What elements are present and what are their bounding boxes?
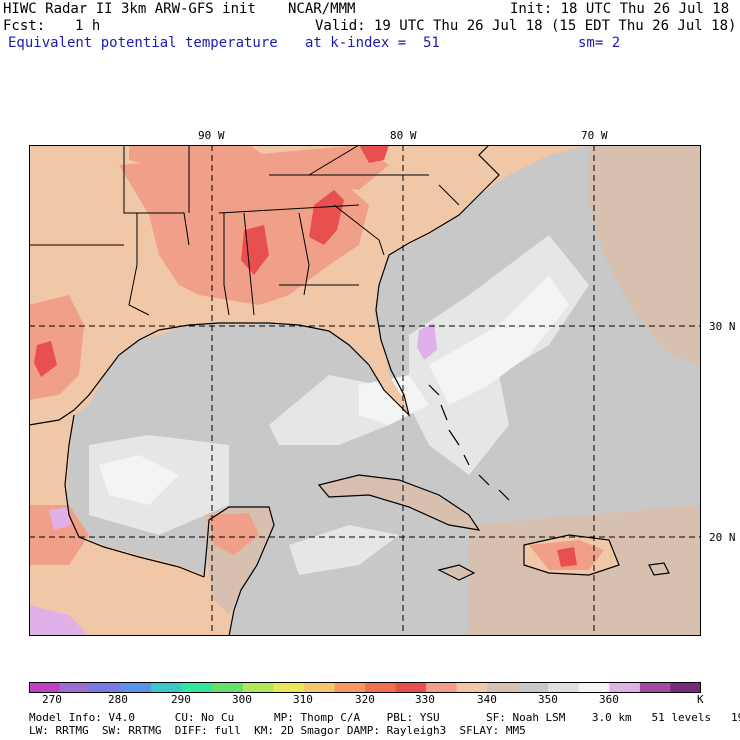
texas-hot-core	[34, 341, 57, 377]
lon-label-90w: 90 W	[198, 129, 225, 142]
colorbar-swatch	[395, 682, 427, 693]
colorbar-label-330: 330	[415, 693, 435, 706]
forecast-label: Fcst:	[3, 18, 46, 34]
colorbar-swatch	[639, 682, 671, 693]
colorbar-swatch	[548, 682, 580, 693]
colorbar-swatch	[212, 682, 244, 693]
colorbar-label-340: 340	[477, 693, 497, 706]
colorbar-swatch	[59, 682, 91, 693]
cuba-land	[319, 475, 479, 530]
colorbar-swatch	[578, 682, 610, 693]
ne-atlantic-tan-field	[589, 145, 701, 365]
colorbar-swatch	[151, 682, 183, 693]
plot-title: HIWC Radar II 3km ARW-GFS init	[3, 1, 256, 17]
campeche-lavender-cell	[49, 507, 71, 530]
model-info-line2: LW: RRTMG SW: RRTMG DIFF: full KM: 2D Sm…	[29, 724, 526, 737]
colorbar-swatch	[670, 682, 701, 693]
appalachian-warm-field	[249, 145, 389, 190]
alabama-hot-core	[241, 225, 269, 275]
mexico-warm-field	[29, 505, 89, 565]
lat-label-30n: 30 N	[709, 320, 736, 333]
weather-map	[29, 145, 701, 636]
state-borders	[29, 145, 460, 316]
atlantic-white-field	[429, 275, 569, 405]
latlon-grid	[29, 145, 701, 636]
colorbar-swatch	[90, 682, 122, 693]
colorbar-swatch	[456, 682, 488, 693]
colorbar-unit: K	[697, 693, 704, 706]
colorbar-swatch	[242, 682, 274, 693]
map-frame	[29, 145, 701, 636]
smoothing-label: sm= 2	[578, 35, 621, 51]
lon-label-70w: 70 W	[581, 129, 608, 142]
forecast-hour: 1 h	[75, 18, 101, 34]
colorbar-label-360: 360	[599, 693, 619, 706]
colorbar-swatch	[487, 682, 519, 693]
institution-label: NCAR/MMM	[288, 1, 356, 17]
colorbar-label-280: 280	[108, 693, 128, 706]
yucatan-warm-field	[209, 513, 259, 555]
colorbar-swatch	[303, 682, 335, 693]
valid-time: Valid: 19 UTC Thu 26 Jul 18 (15 EDT Thu …	[315, 18, 737, 34]
bay-campeche-white-field	[99, 455, 179, 505]
colorbar-swatch	[365, 682, 397, 693]
colorbar-swatch	[517, 682, 549, 693]
colorbar-label-320: 320	[355, 693, 375, 706]
colorbar-label-290: 290	[171, 693, 191, 706]
level-label: at k-index = 51	[305, 35, 440, 51]
colorbar-swatch	[181, 682, 213, 693]
colorbar	[29, 682, 701, 693]
colorbar-swatch	[29, 682, 61, 693]
georgia-hot-core	[309, 190, 344, 245]
tennessee-hot-core	[359, 145, 389, 163]
colorbar-label-300: 300	[232, 693, 252, 706]
pacific-lavender-cell	[29, 605, 89, 636]
mexico-land	[29, 415, 269, 636]
colorbar-label-310: 310	[293, 693, 313, 706]
colorbar-swatch	[120, 682, 152, 693]
colorbar-swatch	[426, 682, 458, 693]
lat-label-20n: 20 N	[709, 531, 736, 544]
model-info-line1: Model Info: V4.0 CU: No Cu MP: Thomp C/A…	[29, 711, 740, 724]
colorbar-swatch	[609, 682, 641, 693]
colorbar-label-350: 350	[538, 693, 558, 706]
atlantic-lavender-cell	[417, 323, 437, 360]
lon-label-80w: 80 W	[390, 129, 417, 142]
colorbar-label-270: 270	[42, 693, 62, 706]
init-time: Init: 18 UTC Thu 26 Jul 18	[510, 1, 730, 17]
field-name: Equivalent potential temperature	[8, 35, 278, 51]
hispaniola-hot-core	[557, 547, 577, 567]
ozark-warm-field	[129, 145, 279, 175]
colorbar-swatch	[273, 682, 305, 693]
colorbar-swatch	[334, 682, 366, 693]
colorbar-frame	[29, 682, 701, 693]
